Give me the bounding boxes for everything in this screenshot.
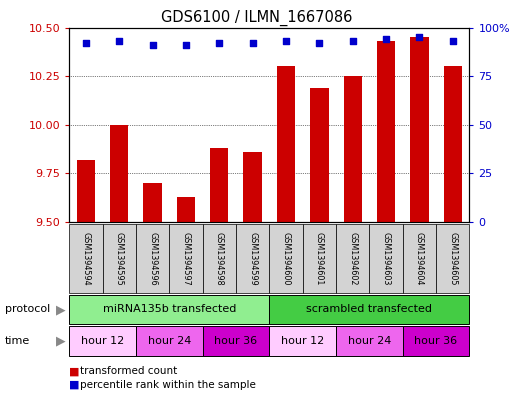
Point: [382, 36, 390, 42]
Text: GSM1394605: GSM1394605: [448, 231, 457, 285]
Text: hour 24: hour 24: [348, 336, 391, 346]
Point: [149, 42, 157, 48]
Bar: [203, 326, 269, 356]
Bar: [110, 125, 128, 222]
Point: [282, 38, 290, 44]
Bar: [344, 76, 362, 222]
Bar: [436, 224, 469, 293]
Text: ■: ■: [69, 366, 80, 376]
Bar: [77, 160, 95, 222]
Text: hour 36: hour 36: [415, 336, 458, 346]
Text: GSM1394598: GSM1394598: [215, 231, 224, 285]
Bar: [69, 224, 103, 293]
Bar: [310, 88, 328, 222]
Bar: [410, 37, 428, 222]
Bar: [336, 326, 403, 356]
Text: GSM1394594: GSM1394594: [82, 231, 90, 285]
Text: hour 12: hour 12: [81, 336, 124, 346]
Bar: [136, 326, 203, 356]
Bar: [136, 224, 169, 293]
Text: hour 36: hour 36: [214, 336, 258, 346]
Text: transformed count: transformed count: [80, 366, 177, 376]
Text: GSM1394595: GSM1394595: [115, 231, 124, 285]
Text: GSM1394604: GSM1394604: [415, 232, 424, 285]
Bar: [444, 66, 462, 222]
Text: GSM1394599: GSM1394599: [248, 231, 257, 285]
Bar: [403, 224, 436, 293]
Text: ▶: ▶: [56, 334, 65, 347]
Bar: [144, 183, 162, 222]
Bar: [244, 152, 262, 222]
Text: ■: ■: [69, 380, 80, 390]
Bar: [369, 224, 403, 293]
Text: miRNA135b transfected: miRNA135b transfected: [103, 305, 236, 314]
Point: [315, 40, 323, 46]
Point: [448, 38, 457, 44]
Text: GDS6100 / ILMN_1667086: GDS6100 / ILMN_1667086: [161, 10, 352, 26]
Text: GSM1394600: GSM1394600: [282, 232, 290, 285]
Point: [248, 40, 256, 46]
Text: GSM1394602: GSM1394602: [348, 231, 357, 285]
Bar: [269, 326, 336, 356]
Bar: [236, 224, 269, 293]
Text: hour 12: hour 12: [281, 336, 324, 346]
Bar: [269, 295, 469, 324]
Text: protocol: protocol: [5, 305, 50, 314]
Text: GSM1394601: GSM1394601: [315, 232, 324, 285]
Text: time: time: [5, 336, 30, 346]
Bar: [277, 66, 295, 222]
Text: scrambled transfected: scrambled transfected: [306, 305, 432, 314]
Bar: [69, 295, 269, 324]
Bar: [103, 224, 136, 293]
Text: ▶: ▶: [56, 303, 65, 316]
Point: [416, 34, 424, 40]
Bar: [210, 148, 228, 222]
Text: GSM1394603: GSM1394603: [382, 232, 390, 285]
Text: percentile rank within the sample: percentile rank within the sample: [80, 380, 255, 390]
Bar: [269, 224, 303, 293]
Text: GSM1394596: GSM1394596: [148, 231, 157, 285]
Bar: [403, 326, 469, 356]
Bar: [303, 224, 336, 293]
Point: [215, 40, 224, 46]
Bar: [169, 224, 203, 293]
Point: [82, 40, 90, 46]
Text: hour 24: hour 24: [148, 336, 191, 346]
Point: [115, 38, 124, 44]
Bar: [336, 224, 369, 293]
Bar: [69, 326, 136, 356]
Bar: [177, 197, 195, 222]
Bar: [377, 41, 395, 222]
Text: GSM1394597: GSM1394597: [182, 231, 190, 285]
Point: [349, 38, 357, 44]
Point: [182, 42, 190, 48]
Bar: [203, 224, 236, 293]
